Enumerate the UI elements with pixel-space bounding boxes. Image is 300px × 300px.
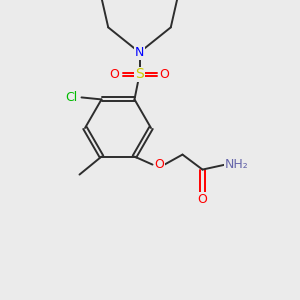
Text: O: O	[160, 68, 170, 81]
Text: N: N	[135, 46, 144, 59]
Text: Cl: Cl	[65, 91, 78, 104]
Text: O: O	[154, 158, 164, 171]
Text: NH₂: NH₂	[225, 158, 248, 171]
Text: S: S	[135, 68, 144, 81]
Text: O: O	[198, 193, 207, 206]
Text: O: O	[110, 68, 119, 81]
